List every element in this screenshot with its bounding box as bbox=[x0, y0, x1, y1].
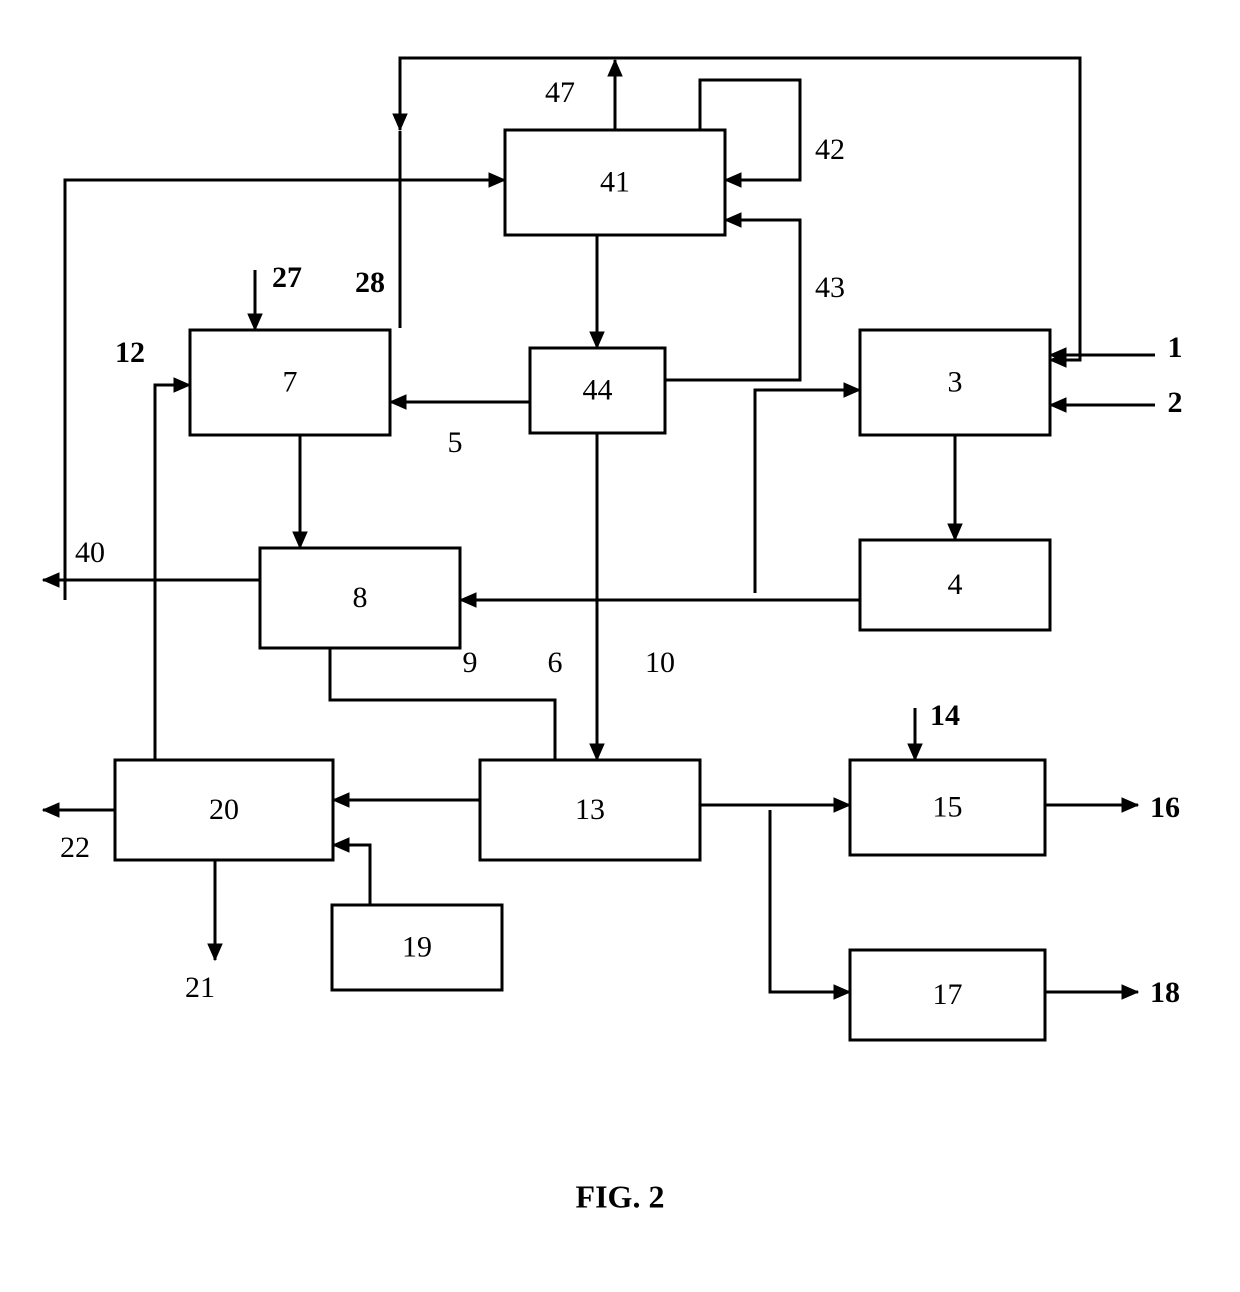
edge-label-28: 28 bbox=[355, 266, 385, 299]
arrowhead bbox=[293, 532, 307, 548]
e-12-up bbox=[155, 385, 190, 760]
arrowhead bbox=[608, 60, 622, 76]
edge-label-12: 12 bbox=[115, 336, 145, 369]
box-label-8: 8 bbox=[353, 581, 368, 614]
arrowhead bbox=[333, 838, 349, 852]
edge-label-22: 22 bbox=[60, 831, 90, 864]
arrowhead bbox=[834, 798, 850, 812]
box-label-13: 13 bbox=[575, 793, 605, 826]
e-4-to-3 bbox=[755, 390, 860, 593]
box-label-7: 7 bbox=[283, 365, 298, 398]
box-label-19: 19 bbox=[402, 930, 432, 963]
edge-label-27: 27 bbox=[272, 261, 302, 294]
box-label-15: 15 bbox=[933, 790, 963, 823]
arrowhead bbox=[590, 744, 604, 760]
arrowhead bbox=[174, 378, 190, 392]
arrowhead bbox=[333, 793, 349, 807]
arrowhead bbox=[248, 314, 262, 330]
box-label-4: 4 bbox=[948, 568, 963, 601]
arrowhead bbox=[834, 985, 850, 999]
edge-label-40: 40 bbox=[75, 536, 105, 569]
arrowhead bbox=[844, 383, 860, 397]
edge-label-1: 1 bbox=[1168, 331, 1183, 364]
arrowhead bbox=[590, 332, 604, 348]
edge-label-43: 43 bbox=[815, 271, 845, 304]
arrowhead bbox=[43, 573, 59, 587]
edge-label-42: 42 bbox=[815, 133, 845, 166]
figure-caption: FIG. 2 bbox=[576, 1178, 665, 1214]
edge-label-14: 14 bbox=[930, 699, 960, 732]
arrowhead bbox=[1122, 985, 1138, 999]
arrowhead bbox=[390, 395, 406, 409]
box-label-17: 17 bbox=[933, 978, 963, 1011]
box-label-3: 3 bbox=[948, 365, 963, 398]
e-top-rail bbox=[400, 58, 1080, 360]
box-label-44: 44 bbox=[583, 373, 613, 406]
arrowhead bbox=[725, 173, 741, 187]
edge-label-21: 21 bbox=[185, 971, 215, 1004]
box-label-20: 20 bbox=[209, 793, 239, 826]
e-19-to-20 bbox=[333, 845, 370, 905]
arrowhead bbox=[489, 173, 505, 187]
arrowhead bbox=[460, 593, 476, 607]
edge-label-18: 18 bbox=[1150, 976, 1180, 1009]
arrowhead bbox=[725, 213, 741, 227]
arrowhead bbox=[948, 524, 962, 540]
edge-label-6: 6 bbox=[548, 646, 563, 679]
arrowhead bbox=[1050, 398, 1066, 412]
arrowhead bbox=[208, 944, 222, 960]
arrowhead bbox=[908, 744, 922, 760]
arrowhead bbox=[1122, 798, 1138, 812]
e-44-to-41-r bbox=[665, 220, 800, 380]
edge-label-16: 16 bbox=[1150, 791, 1180, 824]
arrowhead bbox=[43, 803, 59, 817]
edge-label-47: 47 bbox=[545, 76, 575, 109]
edge-label-9: 9 bbox=[463, 646, 478, 679]
box-label-41: 41 bbox=[600, 165, 630, 198]
arrowhead bbox=[393, 114, 407, 130]
edge-label-10: 10 bbox=[645, 646, 675, 679]
e-8-to-13 bbox=[330, 648, 555, 760]
edge-label-2: 2 bbox=[1168, 386, 1183, 419]
e-13-to-17 bbox=[770, 810, 850, 992]
edge-label-5: 5 bbox=[448, 426, 463, 459]
